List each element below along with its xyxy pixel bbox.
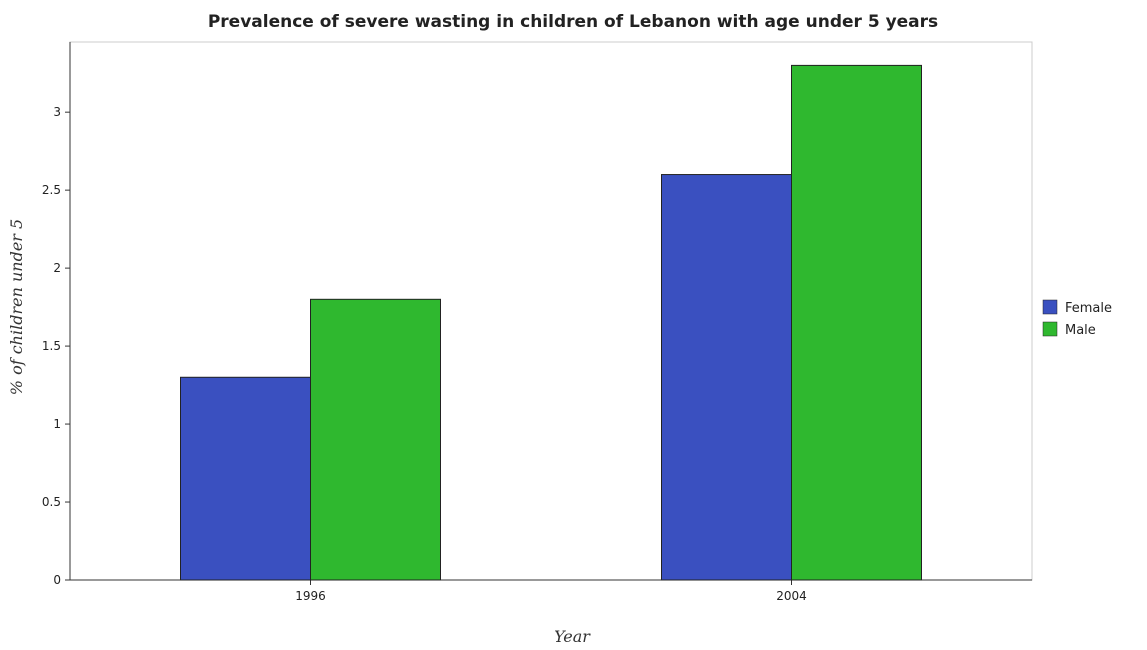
chart-title: Prevalence of severe wasting in children… (208, 12, 938, 32)
legend-label-female: Female (1065, 301, 1112, 316)
y-axis-label: % of children under 5 (7, 219, 26, 395)
legend: Female Male (1042, 299, 1112, 338)
bar-female-2004 (661, 174, 792, 581)
bar-male-2004 (791, 64, 922, 581)
x-axis-label: Year (554, 627, 591, 646)
y-axis-ticks: 0 0.5 1 1.5 2 2.5 3 (42, 105, 70, 587)
x-tick-label: 1996 (295, 589, 326, 603)
bars (180, 64, 922, 581)
y-tick-label: 0.5 (42, 495, 61, 509)
bar-female-1996 (180, 376, 311, 581)
y-tick-label: 1 (53, 417, 61, 431)
y-tick-label: 1.5 (42, 339, 61, 353)
bar-male-1996 (310, 298, 441, 581)
y-tick-label: 0 (53, 573, 61, 587)
legend-swatch-male (1042, 321, 1058, 337)
legend-swatch-female (1042, 299, 1058, 315)
y-tick-label: 3 (53, 105, 61, 119)
legend-label-male: Male (1065, 323, 1096, 338)
y-tick-label: 2.5 (42, 183, 61, 197)
x-axis-ticks: 1996 2004 (295, 580, 807, 603)
x-tick-label: 2004 (776, 589, 807, 603)
y-tick-label: 2 (53, 261, 61, 275)
